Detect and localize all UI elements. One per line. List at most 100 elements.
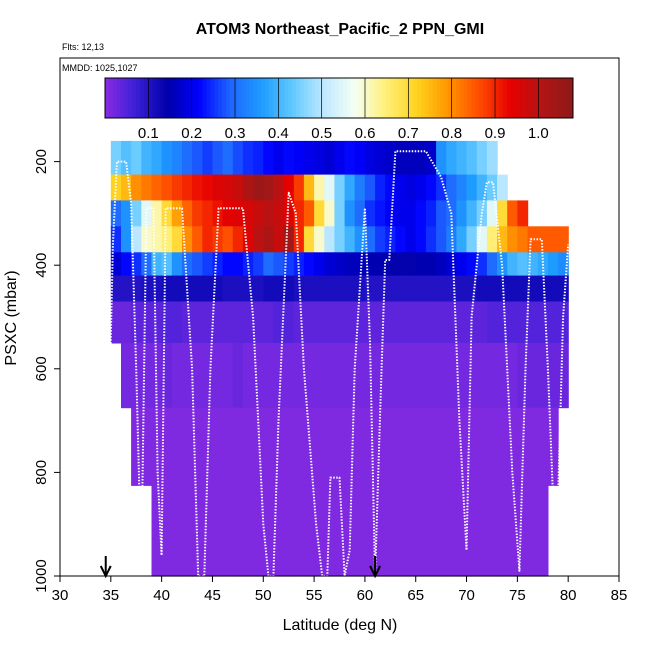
colorbar-tick-label: 0.2 [181, 125, 202, 142]
colorbar-swatch [561, 78, 566, 118]
heatmap-cell [242, 200, 254, 227]
colorbar-tick-label: 0.7 [398, 125, 419, 142]
heatmap-cell [121, 140, 132, 176]
heatmap-cell [466, 342, 478, 409]
x-tick-label: 65 [407, 587, 424, 604]
heatmap-cell [324, 200, 336, 227]
heatmap-cell [283, 252, 295, 277]
heatmap-cell [344, 200, 356, 227]
heatmap-cell [222, 301, 234, 344]
mmdd-label: MMDD: 1025,1027 [62, 63, 138, 73]
heatmap-cell [273, 301, 285, 344]
colorbar-swatch [522, 78, 527, 118]
heatmap-cell [192, 226, 203, 253]
heatmap-cell [466, 407, 478, 486]
y-tick-label: 400 [33, 253, 50, 278]
heatmap-cell [466, 174, 478, 202]
x-tick-label: 50 [255, 587, 272, 604]
colorbar-swatch [553, 78, 558, 118]
heatmap-cell [253, 342, 264, 409]
heatmap-cell [324, 407, 336, 486]
y-tick-label: 1000 [33, 559, 50, 592]
colorbar-swatch [147, 78, 153, 118]
colorbar-tick-label: 0.8 [441, 125, 462, 142]
heatmap-cell [141, 275, 153, 303]
heatmap-cell [558, 275, 569, 303]
heatmap-cell [334, 226, 346, 253]
heatmap-cell [385, 200, 396, 227]
heatmap-cell [263, 252, 275, 277]
colorbar-swatch [116, 78, 122, 118]
heatmap-cell [110, 252, 122, 277]
heatmap-cell [395, 301, 407, 344]
colorbar-swatch [229, 78, 235, 118]
heatmap-cell [405, 174, 417, 202]
colorbar-swatch [506, 78, 512, 118]
heatmap-cell [110, 140, 122, 176]
heatmap-cell [263, 275, 275, 303]
heatmap-cell [232, 174, 244, 202]
heatmap-cell [446, 407, 457, 486]
colorbar-swatch [389, 78, 395, 118]
colorbar-swatch [393, 78, 398, 118]
heatmap-cell [324, 342, 336, 409]
heatmap-cell [171, 485, 183, 577]
heatmap-cell [385, 275, 396, 303]
heatmap-cell [171, 275, 183, 303]
flight-path-layer [104, 150, 570, 577]
heatmap-cell [405, 407, 417, 486]
heatmap-cell [486, 174, 498, 202]
colorbar-swatch [241, 78, 246, 118]
heatmap-cell [364, 301, 376, 344]
heatmap-cell [273, 342, 285, 409]
x-tick-label: 45 [204, 587, 221, 604]
heatmap-cell [395, 200, 407, 227]
heatmap-cell [293, 342, 305, 409]
heatmap-cell [171, 301, 183, 344]
heatmap-cell [161, 174, 173, 202]
heatmap-cell [486, 275, 498, 303]
heatmap-cell [446, 342, 457, 409]
x-axis-label: Latitude (deg N) [283, 617, 398, 634]
heatmap-cell [202, 301, 214, 344]
heatmap-cell [293, 226, 305, 253]
colorbar-swatch [342, 78, 348, 118]
heatmap-cell [171, 140, 183, 176]
heatmap-cell [466, 200, 478, 227]
heatmap-cell [314, 342, 325, 409]
heatmap-cell [415, 252, 427, 277]
heatmap-cell [242, 226, 254, 253]
colorbar-swatch [510, 78, 515, 118]
heatmap-cell [344, 226, 356, 253]
colorbar-swatch [225, 78, 231, 118]
colorbar-swatch [245, 78, 250, 118]
heatmap-cell [558, 342, 569, 409]
heatmap-cell [212, 174, 224, 202]
colorbar-swatch [186, 78, 192, 118]
heatmap-cell [517, 301, 529, 344]
heatmap-cell [507, 301, 518, 344]
heatmap-cell [375, 226, 386, 253]
heatmap-cell [405, 140, 417, 176]
heatmap-cell [171, 252, 183, 277]
heatmap-cell [456, 342, 468, 409]
heatmap-cell [151, 226, 163, 253]
heatmap-cell [364, 252, 376, 277]
heatmap-cell [182, 252, 193, 277]
heatmap-cell [425, 140, 437, 176]
heatmap-cell [324, 301, 336, 344]
heatmap-cell [395, 485, 407, 577]
heatmap-cell [354, 485, 366, 577]
colorbar-swatch [370, 78, 375, 118]
heatmap-cell [476, 252, 488, 277]
y-axis-label: PSXC (mbar) [3, 270, 20, 365]
heatmap-cell [253, 485, 264, 577]
heatmap-cell [334, 200, 346, 227]
colorbar-tick-label: 1.0 [528, 125, 549, 142]
heatmap-cell [375, 275, 386, 303]
colorbar-swatch [385, 78, 391, 118]
heatmap-cell [263, 226, 275, 253]
heatmap-cell [375, 140, 386, 176]
x-axis: 30 35 40 45 50 55 60 65 70 75 80 85 [52, 576, 627, 604]
colorbar-tick-label: 0.1 [138, 125, 159, 142]
